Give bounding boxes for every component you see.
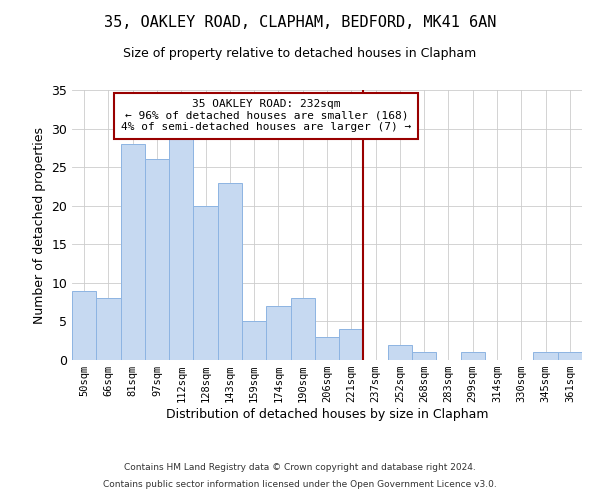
Bar [558,352,582,360]
Bar [266,306,290,360]
Bar [242,322,266,360]
Bar [315,337,339,360]
Text: Contains public sector information licensed under the Open Government Licence v3: Contains public sector information licen… [103,480,497,489]
Bar [145,160,169,360]
Bar [72,290,96,360]
Text: Contains HM Land Registry data © Crown copyright and database right 2024.: Contains HM Land Registry data © Crown c… [124,464,476,472]
Bar [169,136,193,360]
Bar [121,144,145,360]
Bar [339,329,364,360]
Text: 35 OAKLEY ROAD: 232sqm
← 96% of detached houses are smaller (168)
4% of semi-det: 35 OAKLEY ROAD: 232sqm ← 96% of detached… [121,100,412,132]
Text: Size of property relative to detached houses in Clapham: Size of property relative to detached ho… [124,48,476,60]
Bar [290,298,315,360]
Bar [533,352,558,360]
X-axis label: Distribution of detached houses by size in Clapham: Distribution of detached houses by size … [166,408,488,421]
Y-axis label: Number of detached properties: Number of detached properties [33,126,46,324]
Bar [218,182,242,360]
Bar [461,352,485,360]
Bar [388,344,412,360]
Text: 35, OAKLEY ROAD, CLAPHAM, BEDFORD, MK41 6AN: 35, OAKLEY ROAD, CLAPHAM, BEDFORD, MK41 … [104,15,496,30]
Bar [96,298,121,360]
Bar [412,352,436,360]
Bar [193,206,218,360]
